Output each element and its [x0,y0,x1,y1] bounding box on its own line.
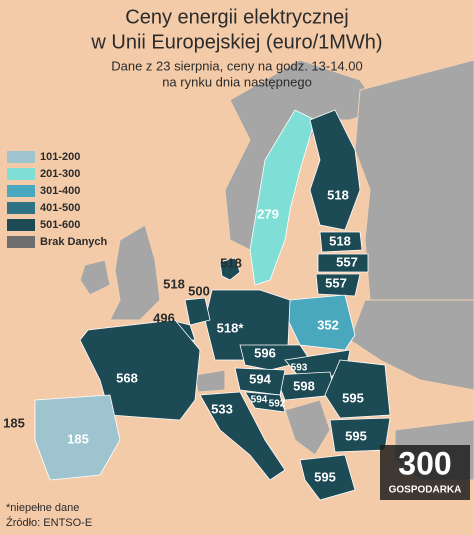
legend-label: 201-300 [40,168,80,180]
price-label: 595 [314,469,336,484]
logo-number: 300 [398,445,451,481]
legend-label: Brak Danych [40,236,108,248]
subtitle: Dane z 23 sierpnia, ceny na godz. 13-14.… [111,58,363,73]
price-label: 595 [342,390,364,405]
price-label: 279 [257,206,279,221]
price-label: 596 [254,345,276,360]
legend-label: 101-200 [40,151,80,163]
price-label: 533 [211,401,233,416]
price-label: 185 [67,431,89,446]
price-label: 592 [269,399,286,410]
countries [34,109,391,501]
legend-label: 301-400 [40,185,80,197]
subtitle: na rynku dnia następnego [162,74,312,89]
price-label: 352 [317,317,339,332]
title: Ceny energii elektrycznej [125,6,348,28]
price-label: 593 [291,363,308,374]
price-label: 518* [217,320,245,335]
legend-swatch [7,219,35,231]
price-label: 500 [188,283,210,298]
price-label: 518 [327,187,349,202]
price-label: 594 [249,371,271,386]
price-label: 185 [3,415,25,430]
legend-swatch [7,185,35,197]
logo: 300 GOSPODARKA [380,445,470,500]
price-label: 557 [325,275,347,290]
logo-bg [380,445,470,500]
price-label: 518 [329,233,351,248]
price-label: 568 [116,370,138,385]
legend-label: 401-500 [40,202,80,214]
price-label: 594 [251,395,268,406]
price-label: 518 [220,255,242,270]
footnote: *niepełne dane [6,502,79,514]
logo-name: GOSPODARKA [389,485,462,496]
price-label: 598 [293,378,315,393]
legend: 101-200 201-300 301-400 401-500 501-600 Brak … [7,151,108,248]
legend-swatch [7,236,35,248]
price-label: 496 [153,310,175,325]
title: w Unii Europejskiej (euro/1MWh) [90,31,382,53]
price-label: 518 [163,276,185,291]
legend-swatch [7,151,35,163]
legend-swatch [7,202,35,214]
price-label: 557 [336,254,358,269]
price-label: 595 [345,428,367,443]
legend-label: 501-600 [40,219,80,231]
legend-swatch [7,168,35,180]
source: Źródło: ENTSO-E [6,516,92,529]
